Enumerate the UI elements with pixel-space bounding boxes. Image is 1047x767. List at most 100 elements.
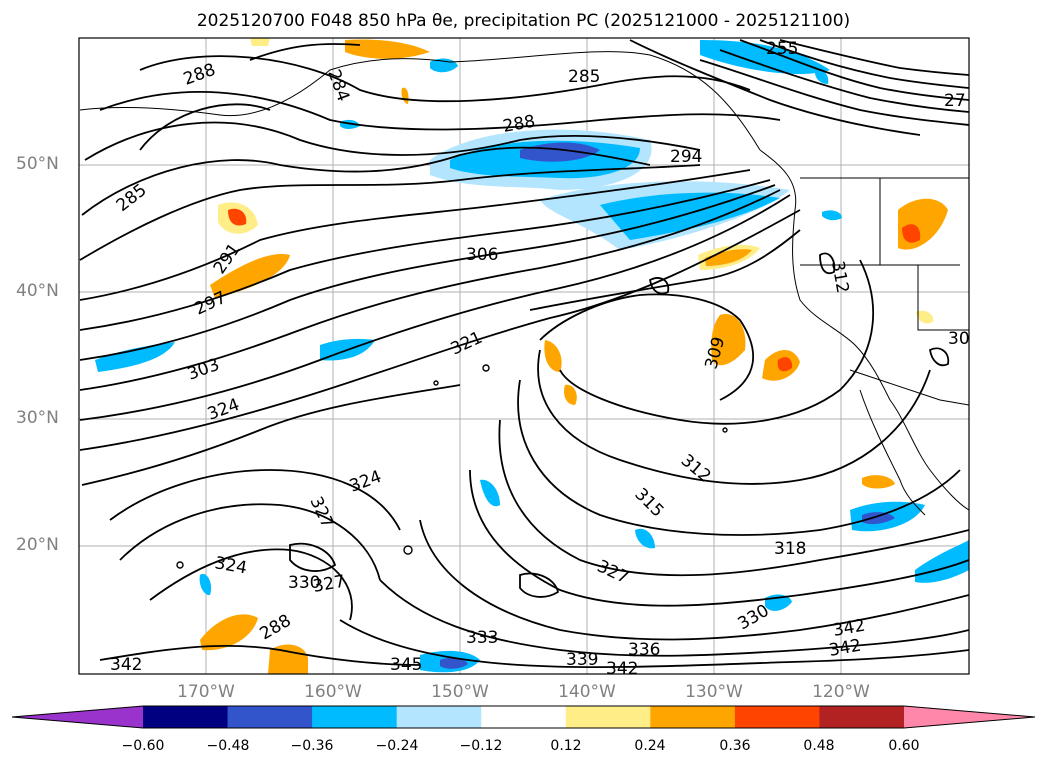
contour-line: [539, 293, 754, 401]
contour-line: [79, 164, 701, 261]
page-title: 2025120700 F048 850 hPa θe, precipitatio…: [196, 11, 851, 31]
contour-label: 336: [628, 640, 660, 660]
islands: [176, 364, 728, 569]
colorbar-segment: [481, 706, 567, 728]
precip-orange-sw: [200, 614, 258, 651]
island: [482, 364, 490, 372]
colorbar-segment: [734, 706, 820, 728]
colorbar-extend-max: [904, 706, 1035, 728]
precip-orange-w2: [210, 254, 290, 298]
contour-label: 333: [466, 628, 498, 648]
map-frame: [78, 37, 970, 675]
contour-label: 318: [774, 539, 806, 559]
colorbar-tick-label: −0.48: [206, 738, 250, 754]
contour-line: [99, 91, 781, 131]
colorbar-segment: [312, 706, 398, 728]
contour-line: [379, 579, 969, 657]
lon-label-120w: 120°W: [812, 682, 870, 702]
island: [433, 380, 439, 386]
precip-blue-sm5: [822, 210, 842, 221]
precip-blue-coast-core: [600, 192, 780, 240]
lon-label-130w: 130°W: [685, 682, 743, 702]
contour-line: [517, 379, 961, 536]
precip-red-e3: [777, 357, 793, 372]
colorbar-tick-label: 0.12: [550, 738, 582, 754]
contour-line: [519, 572, 560, 598]
contour-label: 294: [670, 147, 702, 167]
precip-orange-se: [862, 475, 895, 489]
colorbar-tick-label: 0.60: [888, 738, 920, 754]
colorbar-tick-label: −0.24: [375, 738, 419, 754]
contour-line: [79, 169, 751, 301]
coastline-alaska: [79, 51, 761, 151]
contour-label: 285: [568, 67, 600, 87]
precip-yellow-sm6: [916, 310, 934, 324]
contour-line: [498, 419, 969, 577]
colorbar-tick-label: 0.48: [803, 738, 835, 754]
contour-line: [739, 39, 969, 101]
lon-label-160w: 160°W: [304, 682, 362, 702]
colorbar-segment: [565, 706, 651, 728]
lat-label-40n: 40°N: [16, 281, 59, 301]
colorbar-segment: [227, 706, 313, 728]
contour-line: [79, 189, 781, 391]
contour-line: [79, 194, 791, 421]
precip-darkblue-se1: [862, 512, 895, 525]
contour-line: [139, 55, 751, 103]
precip-blue-top: [700, 40, 830, 75]
contour-line: [699, 59, 969, 126]
contour-line: [81, 384, 461, 486]
precip-darkblue-s: [440, 657, 468, 669]
contour-line: [339, 619, 969, 669]
contour-label: 30: [948, 329, 970, 349]
precip-red-ne: [902, 224, 921, 243]
contour-label: 345: [390, 655, 422, 675]
precip-blue-s4: [635, 528, 655, 549]
colorbar-tick-label: −0.12: [459, 738, 503, 754]
lat-label-30n: 30°N: [16, 408, 59, 428]
contour-line: [819, 252, 836, 275]
lat-label-20n: 20°N: [16, 535, 59, 555]
precip-orange-sw2: [268, 644, 308, 674]
contour-line: [759, 39, 969, 89]
colorbar-segment: [650, 706, 736, 728]
precip-blue-s3: [480, 479, 500, 507]
contour-line: [109, 469, 401, 531]
contour-line: [81, 146, 651, 216]
contour-line: [929, 347, 950, 367]
coastline-namerica: [759, 149, 969, 511]
border-state-3: [917, 265, 969, 331]
contour-line: [629, 39, 921, 136]
precip-orange-c2: [564, 384, 577, 405]
contour-line: [79, 184, 776, 361]
coastline-baja: [859, 389, 926, 516]
colorbar: [11, 705, 1036, 729]
colorbar-extend-min: [12, 706, 143, 728]
colorbar-tick-label: −0.36: [290, 738, 334, 754]
contour-label: 255: [766, 39, 798, 59]
contour-label: 342: [606, 659, 638, 679]
island: [722, 427, 728, 433]
lon-label-150w: 150°W: [431, 682, 489, 702]
contour-line: [249, 43, 361, 61]
colorbar-segment: [143, 706, 229, 728]
contour-line: [559, 259, 874, 425]
contour-line: [84, 121, 701, 161]
contour-label: 339: [566, 650, 598, 670]
precip-blue-sm7: [199, 573, 212, 596]
contour-label: 342: [110, 655, 142, 675]
colorbar-tick-label: 0.24: [634, 738, 666, 754]
coastlines: [79, 51, 969, 516]
precip-blue-sm4: [814, 69, 829, 84]
colorbar-segment: [819, 706, 905, 728]
contour-line: [99, 644, 421, 666]
contour-line: [649, 277, 670, 295]
contour-line: [79, 209, 801, 451]
lon-label-140w: 140°W: [558, 682, 616, 702]
island: [176, 561, 184, 569]
precip-shading: [95, 38, 969, 674]
contour-line: [289, 542, 337, 572]
colorbar-outline: [11, 705, 1036, 729]
contour-line: [469, 469, 969, 607]
theta-e-contours: [79, 39, 969, 669]
